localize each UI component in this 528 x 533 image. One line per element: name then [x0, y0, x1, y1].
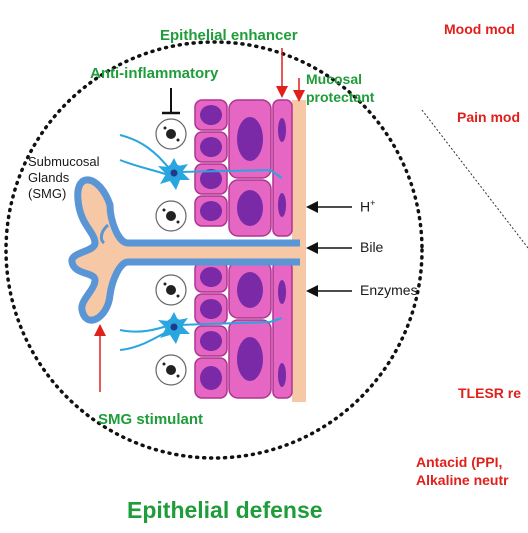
submucosal-label-line3: (SMG): [28, 186, 67, 201]
mood-modulator-label: Mood mod: [444, 21, 515, 37]
immune-cell-granules: [162, 126, 180, 378]
anti-inflammatory-label: Anti-inflammatory: [90, 65, 219, 82]
h-plus-label: H+: [360, 198, 376, 215]
antacid-label-line1: Antacid (PPI,: [416, 454, 503, 470]
submucosal-gland: [68, 176, 300, 324]
epithelial-enhancer-label: Epithelial enhancer: [160, 27, 298, 44]
mucosal-protectant-label-line1: Mucosal: [306, 71, 363, 87]
submucosal-label-line1: Submucosal: [28, 154, 100, 169]
bile-label: Bile: [360, 239, 384, 255]
enzymes-label: Enzymes: [360, 282, 418, 298]
submucosal-label-line2: Glands: [28, 170, 70, 185]
smg-stimulant-label: SMG stimulant: [98, 411, 204, 428]
antacid-label-line2: Alkaline neutr: [416, 472, 509, 488]
cell-nuclei: [200, 105, 286, 390]
dotted-boundary-circle: [4, 40, 424, 460]
glial-cell-icons: [158, 158, 190, 344]
mucosal-protectant-label-line2: protectant: [306, 89, 375, 105]
epithelial-defense-title: Epithelial defense: [127, 497, 323, 523]
epithelial-cells: [194, 99, 293, 399]
tlesr-reducer-label: TLESR re: [458, 385, 522, 401]
pain-modulator-label: Pain mod: [457, 109, 521, 125]
zoom-connector-line: [421, 109, 528, 249]
